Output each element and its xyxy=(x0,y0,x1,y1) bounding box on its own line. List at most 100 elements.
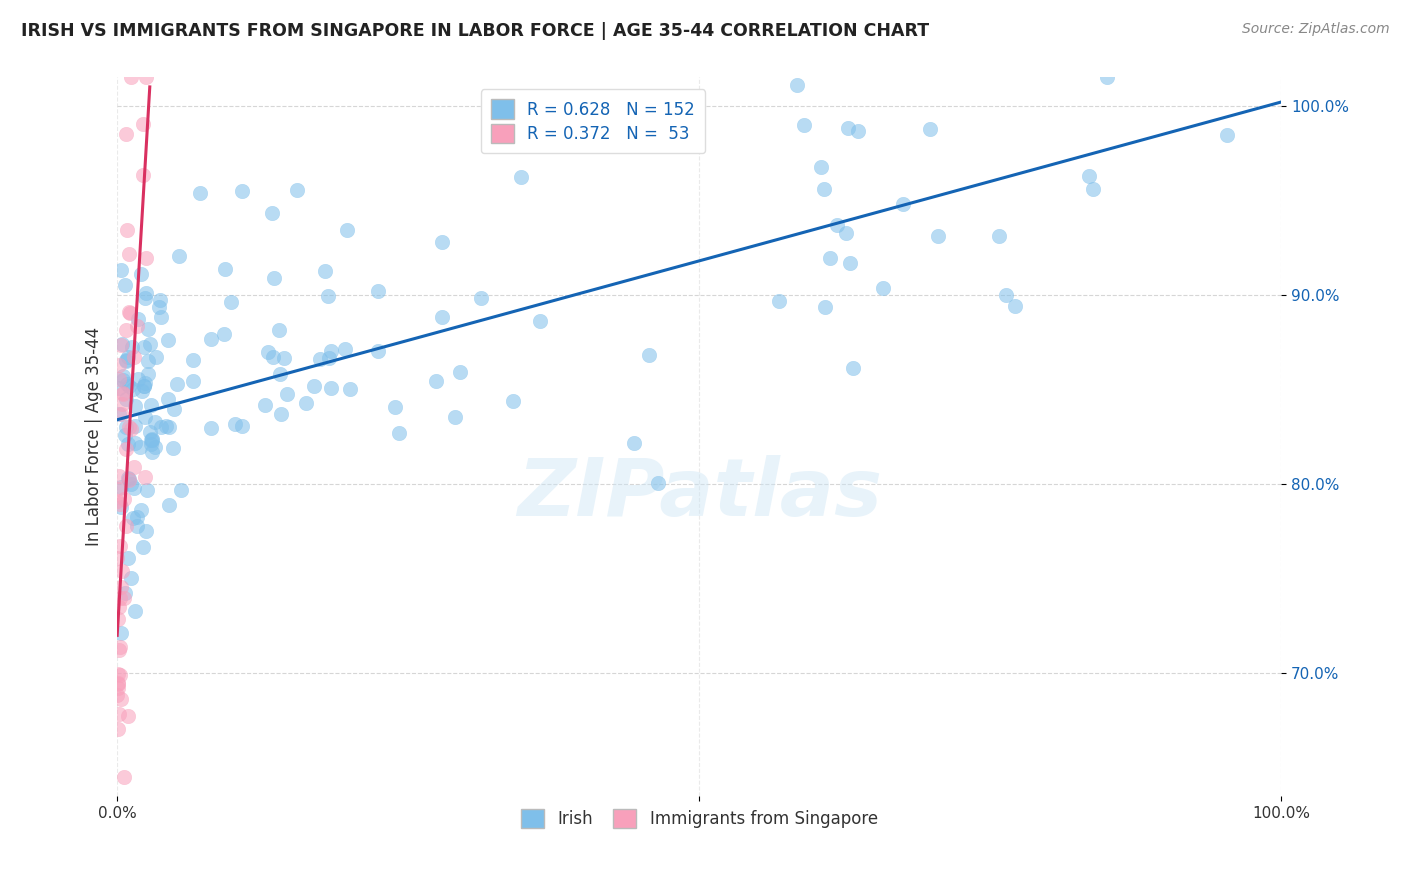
Point xyxy=(108,539,131,553)
Point xyxy=(118,306,141,320)
Point xyxy=(257,344,280,359)
Point xyxy=(841,360,863,375)
Point xyxy=(818,251,841,265)
Point xyxy=(111,387,134,401)
Point xyxy=(108,591,131,606)
Point xyxy=(141,445,163,459)
Point xyxy=(872,281,894,295)
Point xyxy=(110,692,132,706)
Text: ZIPatlas: ZIPatlas xyxy=(516,455,882,533)
Point xyxy=(108,643,131,657)
Point xyxy=(159,420,181,434)
Point xyxy=(124,435,146,450)
Point xyxy=(647,475,669,490)
Point xyxy=(110,625,132,640)
Point xyxy=(825,218,848,232)
Point xyxy=(127,509,149,524)
Point xyxy=(793,119,815,133)
Point xyxy=(432,310,454,324)
Point xyxy=(129,267,152,281)
Point xyxy=(200,420,222,434)
Text: IRISH VS IMMIGRANTS FROM SINGAPORE IN LABOR FORCE | AGE 35-44 CORRELATION CHART: IRISH VS IMMIGRANTS FROM SINGAPORE IN LA… xyxy=(21,22,929,40)
Point xyxy=(260,205,283,219)
Legend: Irish, Immigrants from Singapore: Irish, Immigrants from Singapore xyxy=(515,802,884,835)
Point xyxy=(110,408,132,422)
Point xyxy=(117,350,139,364)
Point xyxy=(115,377,138,392)
Point xyxy=(149,293,172,308)
Point xyxy=(918,121,941,136)
Point xyxy=(273,351,295,366)
Point xyxy=(1004,299,1026,313)
Point xyxy=(768,293,790,308)
Point xyxy=(108,707,131,722)
Point xyxy=(141,432,163,446)
Point xyxy=(107,469,129,483)
Point xyxy=(107,722,129,736)
Point xyxy=(141,433,163,447)
Point xyxy=(219,294,242,309)
Point xyxy=(139,436,162,450)
Point xyxy=(139,398,162,412)
Point xyxy=(135,286,157,301)
Point xyxy=(134,376,156,390)
Point xyxy=(107,681,129,695)
Point xyxy=(987,228,1010,243)
Point xyxy=(336,223,359,237)
Point xyxy=(132,379,155,393)
Point xyxy=(118,379,141,393)
Point xyxy=(449,365,471,379)
Point xyxy=(117,437,139,451)
Point xyxy=(139,337,162,351)
Point xyxy=(148,301,170,315)
Point xyxy=(814,300,837,314)
Point xyxy=(111,564,134,578)
Point xyxy=(167,249,190,263)
Point xyxy=(124,604,146,618)
Point xyxy=(121,340,143,354)
Point xyxy=(810,160,832,174)
Point xyxy=(115,442,138,457)
Text: Source: ZipAtlas.com: Source: ZipAtlas.com xyxy=(1241,22,1389,37)
Point xyxy=(149,420,172,434)
Point xyxy=(319,381,342,395)
Point xyxy=(212,327,235,342)
Point xyxy=(139,425,162,439)
Point xyxy=(118,247,141,261)
Point xyxy=(156,333,179,347)
Point xyxy=(111,373,134,387)
Point xyxy=(112,770,135,784)
Point xyxy=(269,368,291,382)
Point xyxy=(107,358,129,372)
Point xyxy=(115,353,138,368)
Point xyxy=(127,311,149,326)
Point xyxy=(927,229,949,244)
Point xyxy=(1216,128,1239,142)
Point xyxy=(108,372,131,386)
Point xyxy=(132,540,155,554)
Y-axis label: In Labor Force | Age 35-44: In Labor Force | Age 35-44 xyxy=(86,327,103,546)
Point xyxy=(105,551,128,566)
Point xyxy=(314,264,336,278)
Point xyxy=(124,419,146,434)
Point xyxy=(108,599,131,614)
Point xyxy=(124,400,146,414)
Point xyxy=(136,483,159,497)
Point xyxy=(143,415,166,429)
Point xyxy=(125,319,148,334)
Point xyxy=(170,483,193,498)
Point xyxy=(107,677,129,691)
Point xyxy=(316,289,339,303)
Point xyxy=(1095,70,1118,85)
Point xyxy=(231,184,253,198)
Point xyxy=(115,352,138,367)
Point xyxy=(839,256,862,270)
Point xyxy=(120,571,142,585)
Point xyxy=(112,385,135,400)
Point xyxy=(122,383,145,397)
Point xyxy=(846,124,869,138)
Point xyxy=(132,378,155,392)
Point xyxy=(114,428,136,442)
Point xyxy=(509,169,531,184)
Point xyxy=(118,304,141,318)
